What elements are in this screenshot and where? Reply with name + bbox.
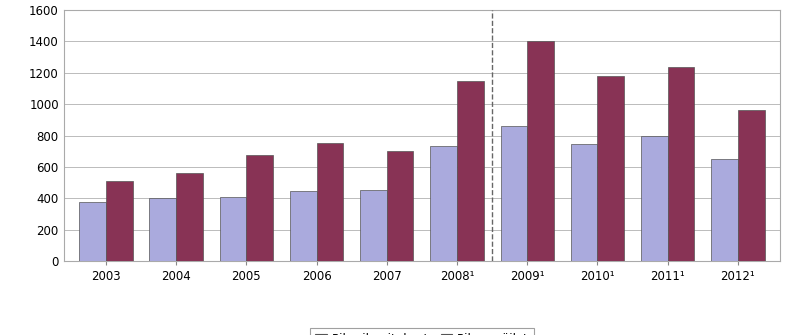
Bar — [571, 144, 598, 261]
Bar — [317, 143, 343, 261]
Bar — [150, 198, 176, 261]
Bar — [641, 136, 668, 261]
Bar — [387, 151, 413, 261]
Bar — [360, 190, 387, 261]
Bar — [220, 197, 246, 261]
Bar — [431, 146, 457, 261]
Bar — [598, 76, 624, 261]
Bar — [527, 42, 554, 261]
Bar — [738, 110, 765, 261]
Bar — [176, 174, 203, 261]
Bar — [457, 81, 484, 261]
Bar — [246, 155, 273, 261]
Bar — [668, 67, 694, 261]
Bar — [290, 191, 317, 261]
Bar — [501, 126, 527, 261]
Legend: Rikosilmoitukset, Rikosepäilyt: Rikosilmoitukset, Rikosepäilyt — [310, 328, 533, 335]
Bar — [79, 202, 106, 261]
Bar — [712, 159, 738, 261]
Bar — [106, 181, 132, 261]
